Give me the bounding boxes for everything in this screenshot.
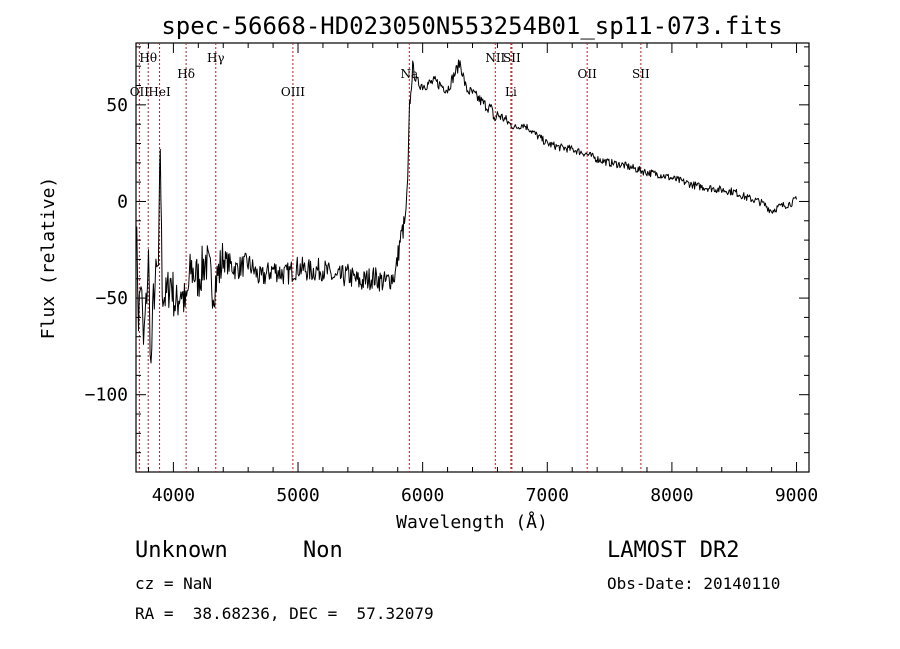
line-label-9: Li	[505, 85, 517, 99]
line-label-5: OIII	[281, 85, 305, 99]
line-label-7: NII	[485, 51, 505, 65]
y-axis-label: Flux (relative)	[38, 177, 59, 340]
y-tick-label-1: −50	[95, 288, 128, 309]
y-tick-label-3: 50	[106, 95, 128, 116]
redshift-cz: cz = NaN	[135, 574, 213, 593]
obs-date: Obs-Date: 20140110	[607, 574, 781, 593]
line-label-0: Hθ	[139, 51, 157, 65]
ra-dec-coordinates: RA = 38.68236, DEC = 57.32079	[135, 604, 434, 623]
line-label-11: SII	[632, 67, 650, 81]
line-label-10: OII	[577, 67, 597, 81]
line-label-8: SII	[503, 51, 521, 65]
x-tick-label-1: 5000	[276, 485, 319, 506]
axis-tick-layer: 4000 5000 6000 7000 8000 9000 −100 −50 0 50	[85, 43, 818, 506]
x-axis-label: Wavelength (Å)	[396, 511, 548, 533]
line-label-4: Hγ	[207, 51, 225, 65]
y-tick-label-2: 0	[117, 191, 128, 212]
chart-title: spec-56668-HD023050N553254B01_sp11-073.f…	[161, 12, 782, 40]
line-label-1: OII	[130, 85, 150, 99]
spectrum-line-0	[135, 59, 797, 364]
line-label-3: Hδ	[177, 67, 195, 81]
y-tick-label-0: −100	[85, 385, 128, 406]
line-label-2: HeI	[148, 85, 171, 99]
series-layer	[135, 59, 797, 364]
object-subclass: Non	[303, 538, 343, 563]
survey-name: LAMOST DR2	[607, 538, 740, 563]
x-tick-label-2: 6000	[401, 485, 444, 506]
x-tick-label-5: 9000	[775, 485, 818, 506]
x-tick-label-3: 7000	[526, 485, 569, 506]
plot-frame	[135, 42, 810, 473]
object-class: Unknown	[135, 538, 228, 563]
x-tick-label-4: 8000	[650, 485, 693, 506]
line-label-6: Na	[400, 67, 418, 81]
x-tick-label-0: 4000	[152, 485, 195, 506]
